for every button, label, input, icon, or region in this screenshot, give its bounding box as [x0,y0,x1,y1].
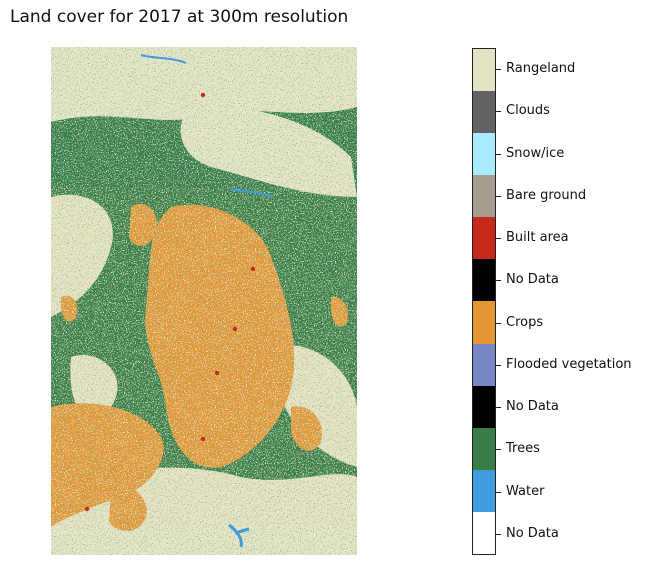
legend-swatch [473,217,495,260]
legend-swatch [473,427,495,470]
legend-tick-mark [496,407,501,409]
map-title: Land cover for 2017 at 300m resolution [10,7,349,27]
built-area-dot [200,436,206,442]
legend-tick-mark [496,322,501,324]
legend-label: No Data [506,272,559,288]
legend-label: Trees [506,441,540,457]
lake [228,523,250,548]
legend-swatch [473,133,495,176]
legend-label: Clouds [506,103,550,119]
legend-swatch [473,91,495,134]
legend-swatch [473,49,495,92]
legend-label: Built area [506,230,569,246]
legend-tick-mark [496,111,501,113]
legend-swatch [473,301,495,344]
legend-label: Water [506,483,545,499]
legend-swatch [473,385,495,428]
legend-label: Flooded vegetation [506,356,632,372]
built-area-dot [200,92,206,98]
legend-label: Bare ground [506,187,587,203]
legend-tick-mark [496,491,501,493]
river [230,188,274,198]
legend-tick-mark [496,69,501,71]
legend-colorbar [472,48,496,555]
legend-tick-mark [496,449,501,451]
legend-label: Snow/ice [506,145,565,161]
legend-label: No Data [506,399,559,415]
river [140,54,187,64]
legend-tick-mark [496,153,501,155]
legend-tick-mark [496,533,501,535]
built-area-dot [232,326,238,332]
legend-tick-mark [496,364,501,366]
legend-tick-mark [496,238,501,240]
legend-label: No Data [506,525,559,541]
crops-speckle [51,187,357,527]
legend-swatch [473,469,495,512]
built-area-dot [84,506,90,512]
legend-label: Crops [506,314,544,330]
legend-tick-mark [496,280,501,282]
built-area-dot [250,266,256,272]
legend-swatch [473,175,495,218]
legend-labels: Rangeland Clouds Snow/ice Bare ground Built … [496,48,650,555]
legend-tick-mark [496,195,501,197]
legend-swatch [473,343,495,386]
legend-swatch [473,259,495,302]
built-area-dot [214,370,220,376]
legend-swatch [473,511,495,554]
land-cover-map [51,47,357,555]
legend-label: Rangeland [506,61,576,77]
